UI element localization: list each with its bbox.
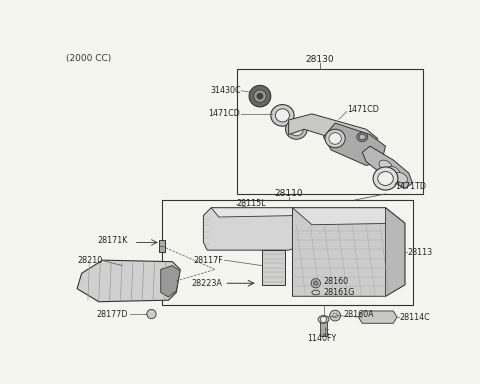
Circle shape — [330, 310, 340, 321]
Ellipse shape — [276, 109, 289, 122]
Polygon shape — [77, 260, 180, 302]
Polygon shape — [292, 208, 405, 225]
Text: 28160: 28160 — [324, 277, 348, 286]
Text: 1140FY: 1140FY — [307, 334, 336, 343]
Text: 1471TD: 1471TD — [395, 182, 426, 191]
Ellipse shape — [378, 172, 393, 185]
Circle shape — [257, 93, 263, 99]
Polygon shape — [359, 311, 397, 323]
Ellipse shape — [329, 133, 341, 144]
Circle shape — [313, 281, 318, 286]
Ellipse shape — [357, 132, 368, 142]
Polygon shape — [385, 208, 405, 296]
Bar — [159, 240, 166, 252]
Text: 28115L: 28115L — [237, 199, 266, 208]
Bar — [162, 200, 413, 305]
Polygon shape — [292, 208, 405, 296]
Ellipse shape — [271, 104, 294, 126]
Text: 28171K: 28171K — [98, 236, 128, 245]
Ellipse shape — [286, 119, 307, 139]
Polygon shape — [161, 265, 180, 297]
Ellipse shape — [359, 134, 365, 140]
Circle shape — [321, 316, 326, 323]
Polygon shape — [288, 114, 378, 150]
Text: (2000 CC): (2000 CC) — [66, 54, 111, 63]
Ellipse shape — [318, 316, 329, 323]
Ellipse shape — [387, 166, 400, 177]
Circle shape — [311, 279, 321, 288]
Circle shape — [254, 90, 266, 102]
Bar — [320, 319, 327, 336]
Circle shape — [249, 85, 271, 107]
Polygon shape — [324, 123, 385, 166]
Text: 28210: 28210 — [77, 256, 103, 265]
Text: 1471CD: 1471CD — [208, 109, 240, 118]
Polygon shape — [262, 250, 285, 285]
Text: 28161G: 28161G — [324, 288, 355, 297]
Text: 28113: 28113 — [407, 248, 432, 257]
Text: 28177D: 28177D — [96, 310, 128, 319]
Circle shape — [147, 310, 156, 319]
Circle shape — [333, 313, 337, 318]
Ellipse shape — [289, 123, 303, 136]
Text: 28223A: 28223A — [192, 279, 223, 288]
Polygon shape — [362, 146, 413, 189]
Ellipse shape — [395, 172, 408, 183]
Ellipse shape — [373, 167, 398, 190]
Text: 1471CD: 1471CD — [347, 106, 379, 114]
Ellipse shape — [379, 160, 392, 171]
Polygon shape — [204, 208, 300, 250]
Text: 28130: 28130 — [305, 55, 334, 65]
Text: 31430C: 31430C — [210, 86, 240, 95]
Bar — [237, 69, 423, 194]
Text: 28110: 28110 — [274, 189, 303, 199]
Ellipse shape — [325, 129, 345, 148]
Polygon shape — [211, 208, 300, 217]
Ellipse shape — [312, 290, 320, 295]
Text: 28114C: 28114C — [399, 313, 430, 322]
Text: 28160A: 28160A — [344, 310, 374, 319]
Text: 28117F: 28117F — [193, 256, 223, 265]
